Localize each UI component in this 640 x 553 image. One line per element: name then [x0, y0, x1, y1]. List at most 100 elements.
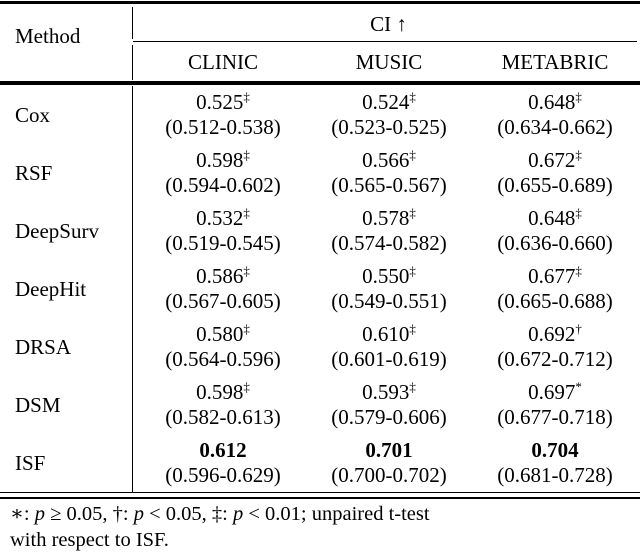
- significance-marker: ‡: [409, 89, 416, 104]
- metric-value: 0.524‡: [362, 90, 416, 115]
- method-column-header: Method: [15, 24, 81, 48]
- footnote-text: < 0.01; unpaired t-test: [243, 503, 430, 525]
- value-text: 0.525: [196, 90, 244, 114]
- value-text: 0.610: [362, 322, 410, 346]
- value-text: 0.612: [199, 438, 247, 462]
- table-cell: 0.578‡ (0.574-0.582): [306, 202, 472, 260]
- method-name: DSM: [15, 392, 61, 417]
- metric-value: 0.672‡: [528, 148, 582, 173]
- method-name: Cox: [15, 102, 51, 127]
- significance-marker: ‡: [575, 89, 582, 104]
- top-rule: [0, 1, 640, 4]
- metric-value: 0.692†: [528, 322, 582, 347]
- value-text: 0.701: [365, 438, 413, 462]
- significance-marker: *: [575, 379, 582, 394]
- method-name: DeepSurv: [15, 218, 99, 243]
- significance-marker: ‡: [409, 205, 416, 220]
- confidence-interval: (0.582-0.613): [165, 405, 281, 429]
- column-header-music: MUSIC: [355, 50, 423, 74]
- confidence-interval: (0.636-0.660): [497, 231, 613, 255]
- value-text: 0.648: [528, 90, 576, 114]
- column-header-clinic: CLINIC: [188, 50, 258, 74]
- table-cell: 0.550‡ (0.549-0.551): [306, 260, 472, 318]
- table-cell: 0.598‡ (0.582-0.613): [140, 376, 306, 434]
- confidence-interval: (0.523-0.525): [331, 115, 447, 139]
- value-text: 0.692: [528, 322, 576, 346]
- confidence-interval: (0.681-0.728): [497, 463, 613, 487]
- table-cell: 0.677‡ (0.665-0.688): [472, 260, 638, 318]
- significance-marker: ‡: [243, 263, 250, 278]
- table-cell: 0.610‡ (0.601-0.619): [306, 318, 472, 376]
- confidence-interval: (0.634-0.662): [497, 115, 613, 139]
- metric-value: 0.566‡: [362, 148, 416, 173]
- significance-marker: ‡: [409, 263, 416, 278]
- metric-value: 0.532‡: [196, 206, 250, 231]
- value-text: 0.586: [196, 264, 244, 288]
- table-cell: 0.586‡ (0.567-0.605): [140, 260, 306, 318]
- metric-value: 0.525‡: [196, 90, 250, 115]
- confidence-interval: (0.594-0.602): [165, 173, 281, 197]
- value-text: 0.598: [196, 380, 244, 404]
- table-cell: 0.532‡ (0.519-0.545): [140, 202, 306, 260]
- significance-marker: ‡: [243, 321, 250, 336]
- metric-value: 0.550‡: [362, 264, 416, 289]
- value-text: 0.578: [362, 206, 410, 230]
- confidence-interval: (0.549-0.551): [331, 289, 447, 313]
- table-cell: 0.580‡ (0.564-0.596): [140, 318, 306, 376]
- dataset-column-headers: CLINIC MUSIC METABRIC: [0, 50, 638, 75]
- value-text: 0.566: [362, 148, 410, 172]
- footnote-text: p: [133, 503, 144, 525]
- table-cell: 0.701 (0.700-0.702): [306, 434, 472, 492]
- footnote-text: ≥ 0.05, †:: [45, 503, 134, 525]
- table-cell: 0.704 (0.681-0.728): [472, 434, 638, 492]
- table-cell: 0.612 (0.596-0.629): [140, 434, 306, 492]
- significance-marker: ‡: [243, 147, 250, 162]
- value-text: 0.580: [196, 322, 244, 346]
- column-header-metabric: METABRIC: [501, 50, 609, 74]
- confidence-interval: (0.574-0.582): [331, 231, 447, 255]
- metric-value: 0.610‡: [362, 322, 416, 347]
- metric-value: 0.704: [531, 438, 578, 463]
- value-text: 0.677: [528, 264, 576, 288]
- table-cell: 0.593‡ (0.579-0.606): [306, 376, 472, 434]
- value-text: 0.697: [528, 380, 576, 404]
- value-text: 0.524: [362, 90, 410, 114]
- metric-value: 0.701: [365, 438, 412, 463]
- method-name: DeepHit: [15, 276, 87, 301]
- confidence-interval: (0.665-0.688): [497, 289, 613, 313]
- metric-value: 0.612: [199, 438, 246, 463]
- significance-marker: ‡: [575, 263, 582, 278]
- column-divider: [131, 7, 134, 39]
- bottom-rule: [0, 492, 640, 499]
- metric-value: 0.580‡: [196, 322, 250, 347]
- table-cell: 0.648‡ (0.634-0.662): [472, 86, 638, 144]
- table-footnote: ∗: p ≥ 0.05, †: p < 0.05, ‡: p < 0.01; u…: [10, 501, 630, 553]
- significance-marker: ‡: [409, 379, 416, 394]
- footnote-line-1: ∗: p ≥ 0.05, †: p < 0.05, ‡: p < 0.01; u…: [10, 501, 630, 527]
- significance-marker: ‡: [575, 147, 582, 162]
- significance-marker: ‡: [575, 205, 582, 220]
- metric-value: 0.677‡: [528, 264, 582, 289]
- confidence-interval: (0.601-0.619): [331, 347, 447, 371]
- confidence-interval: (0.512-0.538): [165, 115, 281, 139]
- confidence-interval: (0.564-0.596): [165, 347, 281, 371]
- value-text: 0.704: [531, 438, 579, 462]
- ci-group-label: CI: [370, 12, 392, 36]
- footnote-text: p: [232, 503, 244, 525]
- value-text: 0.593: [362, 380, 410, 404]
- metric-value: 0.593‡: [362, 380, 416, 405]
- metric-value: 0.648‡: [528, 90, 582, 115]
- metric-value: 0.648‡: [528, 206, 582, 231]
- metric-value: 0.598‡: [196, 148, 250, 173]
- ci-group-header: CI ↑: [140, 12, 637, 37]
- value-text: 0.550: [362, 264, 410, 288]
- significance-marker: ‡: [243, 379, 250, 394]
- significance-marker: ‡: [243, 89, 250, 104]
- value-text: 0.648: [528, 206, 576, 230]
- ci-group-underline-rule: [133, 40, 637, 43]
- method-name: RSF: [15, 160, 53, 185]
- spacer: [0, 50, 140, 75]
- column-divider: [131, 45, 134, 80]
- confidence-interval: (0.567-0.605): [165, 289, 281, 313]
